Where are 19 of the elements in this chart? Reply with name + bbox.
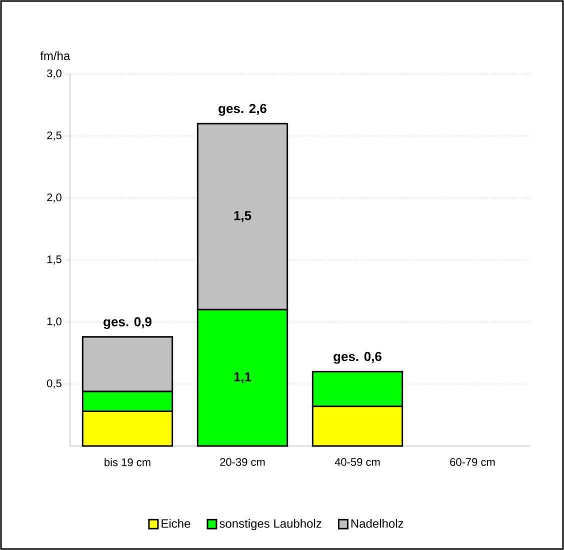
x-tick-label: 20-39 cm <box>220 458 265 466</box>
x-tick-label: 40-59 cm <box>334 458 380 466</box>
data-label: 1,5 <box>234 211 252 222</box>
y-tick-label: 0,5 <box>47 379 62 389</box>
x-tick-label: bis 19 cm <box>104 458 150 466</box>
total-label: ges. 2,6 <box>218 104 266 116</box>
data-label: 1,1 <box>234 372 252 384</box>
y-tick-label: 2,5 <box>47 131 62 141</box>
x-tick-label: 60-79 cm <box>450 458 495 466</box>
legend-label: Eiche <box>162 518 190 528</box>
total-label: ges. 0,9 <box>104 317 152 330</box>
legend-label: Nadelholz <box>351 518 404 528</box>
y-tick-label: 2,0 <box>47 193 62 203</box>
y-tick-label: 3,0 <box>47 69 62 79</box>
total-label: ges. 0,6 <box>334 352 382 364</box>
y-tick-label: 1,5 <box>47 256 62 264</box>
y-tick-label: 1,0 <box>47 317 62 327</box>
y-axis-title: fm/ha <box>40 51 70 60</box>
legend-label: sonstiges Laubholz <box>220 518 322 530</box>
